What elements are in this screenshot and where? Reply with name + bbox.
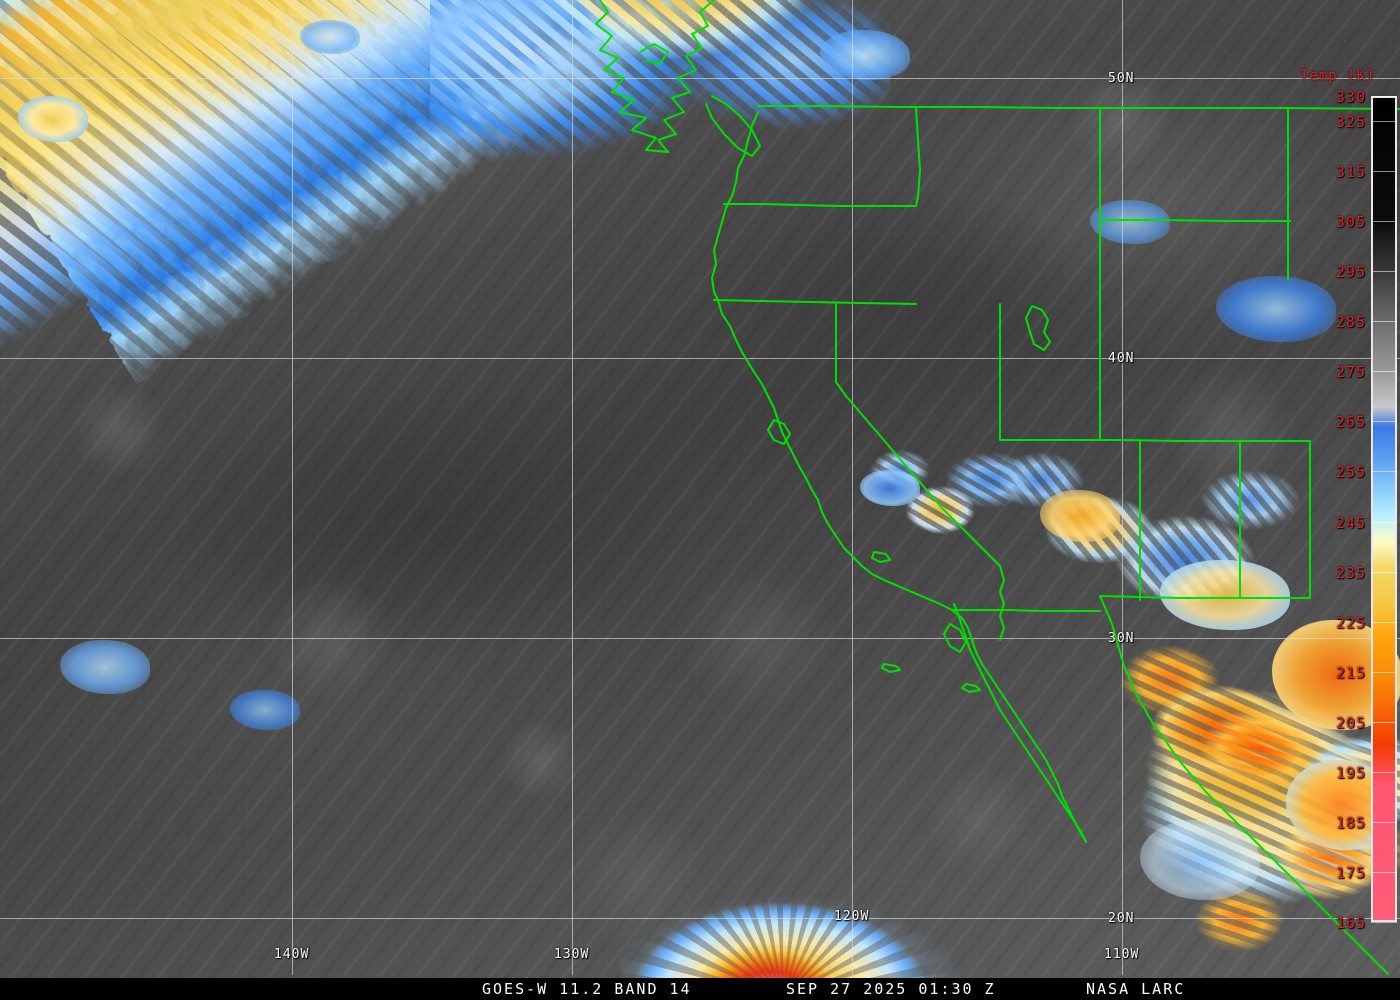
grid-label-lat-20n: 20N	[1108, 911, 1135, 926]
gridline-lat-50n	[0, 78, 1400, 79]
colorbar-tick-245	[1371, 521, 1397, 523]
caption-instrument: GOES-W 11.2 BAND 14	[482, 980, 692, 998]
border-us-canada-49n	[757, 105, 1400, 110]
border-gulf-of-california	[953, 603, 1087, 843]
cloud-blob	[1160, 560, 1290, 630]
channel-islands-2	[961, 683, 981, 693]
cloud-blob	[860, 470, 920, 506]
california-lake-small	[871, 551, 891, 563]
colorbar-tick-label-295: 295	[1335, 263, 1366, 282]
colorbar-tick-label-255: 255	[1335, 463, 1366, 482]
border-nm-tx	[1239, 440, 1311, 599]
tropical-cyclone	[620, 830, 960, 1000]
border-ca-mexico	[951, 609, 1101, 612]
colorbar-tick-255	[1371, 471, 1397, 473]
grid-label-lon-110w: 110W	[1104, 947, 1140, 962]
caption-bar: GOES-W 11.2 BAND 14 SEP 27 2025 01:30 Z …	[0, 978, 1400, 1000]
grid-label-lat-50n: 50N	[1108, 71, 1135, 86]
caption-datetime: SEP 27 2025 01:30 Z	[786, 980, 996, 998]
gridline-lat-40n	[0, 358, 1400, 359]
cloud-blob	[1090, 200, 1170, 244]
colorbar-tick-label-265: 265	[1335, 413, 1366, 432]
gridline-lon-120w	[852, 0, 853, 975]
gridline-lat-20n	[0, 918, 1400, 919]
gridline-lon-110w	[1122, 0, 1123, 975]
colorbar-tick-label-215: 215	[1335, 663, 1366, 682]
colorbar-tick-275	[1371, 371, 1397, 373]
gridline-lon-140w	[292, 0, 293, 975]
colorbar-tick-label-165: 165	[1335, 914, 1366, 932]
border-bc-inlet	[639, 43, 669, 65]
channel-islands	[881, 663, 901, 673]
colorbar-tick-265	[1371, 421, 1397, 423]
colorbar-tick-195	[1371, 771, 1397, 773]
border-az-mexico	[1099, 595, 1241, 599]
colorbar-gradient	[1373, 98, 1395, 920]
cloud-blob	[820, 30, 910, 80]
colorbar-tick-label-235: 235	[1335, 563, 1366, 582]
grid-label-lon-120w: 120W	[834, 909, 870, 924]
grid-label-lon-140w: 140W	[274, 947, 310, 962]
cloud-blob	[18, 96, 88, 142]
border-ca-az-colorado-river	[999, 565, 1005, 641]
salton-sea	[943, 623, 967, 653]
colorbar-frame	[1371, 96, 1397, 922]
colorbar-tick-175	[1371, 871, 1397, 873]
colorbar-tick-label-225: 225	[1335, 613, 1366, 632]
colorbar-tick-295	[1371, 271, 1397, 273]
temperature-colorbar	[1371, 96, 1397, 922]
border-vancouver-island	[705, 95, 761, 157]
border-or-id	[915, 107, 921, 207]
great-salt-lake	[1025, 305, 1051, 351]
grid-label-lat-40n: 40N	[1108, 351, 1135, 366]
border-pacific-coast	[711, 111, 1087, 843]
colorbar-tick-label-205: 205	[1335, 713, 1366, 732]
border-bc-coast	[595, 0, 715, 153]
colorbar-tick-label-315: 315	[1335, 163, 1366, 182]
colorbar-tick-305	[1371, 221, 1397, 223]
colorbar-tick-215	[1371, 671, 1397, 673]
colorbar-tick-225	[1371, 621, 1397, 623]
colorbar-tick-205	[1371, 721, 1397, 723]
grid-label-lon-130w: 130W	[554, 947, 590, 962]
colorbar-tick-235	[1371, 571, 1397, 573]
colorbar-tick-185	[1371, 821, 1397, 823]
gridline-lon-130w	[572, 0, 573, 975]
colorbar-tick-330	[1371, 96, 1397, 97]
colorbar-tick-label-275: 275	[1335, 363, 1366, 382]
colorbar-tick-label-185: 185	[1335, 813, 1366, 832]
colorbar-tick-label-195: 195	[1335, 763, 1366, 782]
colorbar-tick-label-285: 285	[1335, 313, 1366, 332]
cloud-blob	[1216, 276, 1336, 342]
colorbar-tick-label-245: 245	[1335, 513, 1366, 532]
colorbar-tick-325	[1371, 121, 1397, 123]
border-ca-nv	[835, 381, 1001, 567]
colorbar-tick-285	[1371, 321, 1397, 323]
border-wa-or	[723, 203, 917, 207]
colorbar-tick-315	[1371, 171, 1397, 173]
border-ut-wy-north	[1099, 219, 1291, 222]
cloud-blob	[230, 690, 300, 730]
gridline-lat-30n	[0, 638, 1400, 639]
colorbar-title: Temp [K]	[1300, 68, 1376, 84]
colorbar-tick-label-325: 325	[1335, 113, 1366, 132]
cloud-blob	[1040, 490, 1120, 542]
colorbar-tick-label-330: 330	[1335, 88, 1366, 106]
california-lake	[767, 419, 791, 445]
border-mexico-west-coast	[1099, 595, 1389, 975]
cloud-blob	[1140, 820, 1260, 900]
caption-source: NASA LARC	[1086, 980, 1186, 998]
colorbar-tick-165	[1371, 922, 1397, 923]
cloud-blob	[300, 20, 360, 54]
colorbar-tick-label-305: 305	[1335, 213, 1366, 232]
border-or-ca-nv	[713, 299, 917, 305]
cloud-blob	[60, 640, 150, 694]
colorbar-tick-label-175: 175	[1335, 863, 1366, 882]
border-four-corners-horizontal	[999, 439, 1311, 442]
